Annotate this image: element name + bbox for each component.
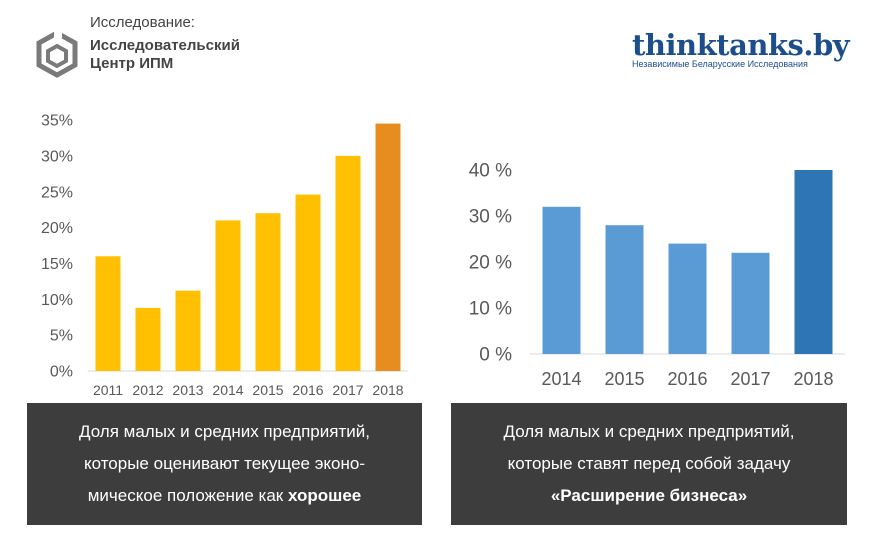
x-tick-label: 2012 (132, 382, 163, 398)
bar-2016 (668, 243, 707, 354)
bar-2017 (731, 252, 770, 354)
chart-left: 0% 5% 10% 15% 20% 25% 30% 35% 2011 2012 2013 2014 20… (41, 113, 408, 398)
x-tick-label: 2015 (252, 382, 283, 398)
caption-left: Доля малых и средних предприятий, которы… (27, 403, 422, 525)
y-tick-label: 15% (41, 256, 73, 273)
bar-2014 (215, 220, 241, 371)
y-tick-label: 20 % (469, 253, 512, 274)
bar-2018 (794, 170, 833, 354)
x-tick-label: 2013 (172, 382, 203, 398)
bar-2016 (295, 194, 321, 371)
x-tick-label: 2018 (793, 369, 833, 389)
y-tick-label: 5% (50, 328, 73, 345)
org-name-line2: Центр ИПМ (90, 55, 174, 72)
y-tick-label: 40 % (469, 161, 512, 182)
caption-right-emphasis: «Расширение бизнеса» (550, 486, 748, 505)
y-tick-label: 30% (41, 148, 73, 165)
caption-left-line: Доля малых и средних предприятий, (79, 422, 370, 441)
bar-2011 (95, 256, 121, 371)
bar-2012 (135, 307, 161, 371)
y-tick-label: 0 % (479, 345, 512, 366)
bar-2017 (335, 155, 361, 371)
bar-2018 (375, 123, 401, 371)
bar-2014 (542, 206, 581, 354)
y-tick-label: 20% (41, 220, 73, 237)
y-tick-label: 25% (41, 184, 73, 201)
bar-2015 (255, 213, 281, 371)
x-tick-label: 2016 (667, 369, 707, 389)
site-tagline: Независимые Беларусские Исследования (632, 59, 808, 69)
chart-right: 0 % 10 % 20 % 30 % 40 % 2014 2015 2016 2017 2018 (469, 161, 845, 389)
caption-right-line: которые ставят перед собой задачу (507, 454, 791, 473)
caption-right: Доля малых и средних предприятий, которы… (451, 403, 847, 525)
y-tick-label: 30 % (469, 207, 512, 228)
thinktanks-logo[interactable]: thinktanks.by Независимые Беларусские Ис… (632, 28, 850, 69)
caption-left-line: мическое положение как хорошее (87, 486, 362, 505)
x-tick-label: 2017 (332, 382, 363, 398)
bar-2015 (605, 225, 644, 354)
x-tick-label: 2011 (93, 382, 123, 398)
y-tick-label: 35% (41, 113, 73, 130)
org-name-line1: Исследовательский (90, 37, 240, 54)
caption-right-line: Доля малых и средних предприятий, (503, 422, 795, 441)
caption-left-emphasis: хорошее (287, 486, 362, 505)
x-tick-label: 2015 (604, 369, 644, 389)
x-tick-label: 2014 (212, 382, 243, 398)
site-name: thinktanks.by (632, 28, 850, 62)
y-tick-label: 10% (41, 292, 73, 309)
x-tick-label: 2017 (730, 369, 770, 389)
study-label: Исследование: (90, 14, 195, 31)
x-tick-label: 2014 (541, 369, 581, 389)
y-tick-label: 0% (50, 364, 73, 381)
x-tick-label: 2016 (292, 382, 323, 398)
caption-left-line: которые оценивают текущее эконо- (84, 454, 365, 473)
bar-2013 (175, 290, 201, 371)
y-tick-label: 10 % (469, 299, 512, 320)
caption-right-line: «Расширение бизнеса» (551, 480, 747, 512)
x-tick-label: 2018 (372, 382, 403, 398)
ipm-logo-icon (36, 30, 78, 78)
